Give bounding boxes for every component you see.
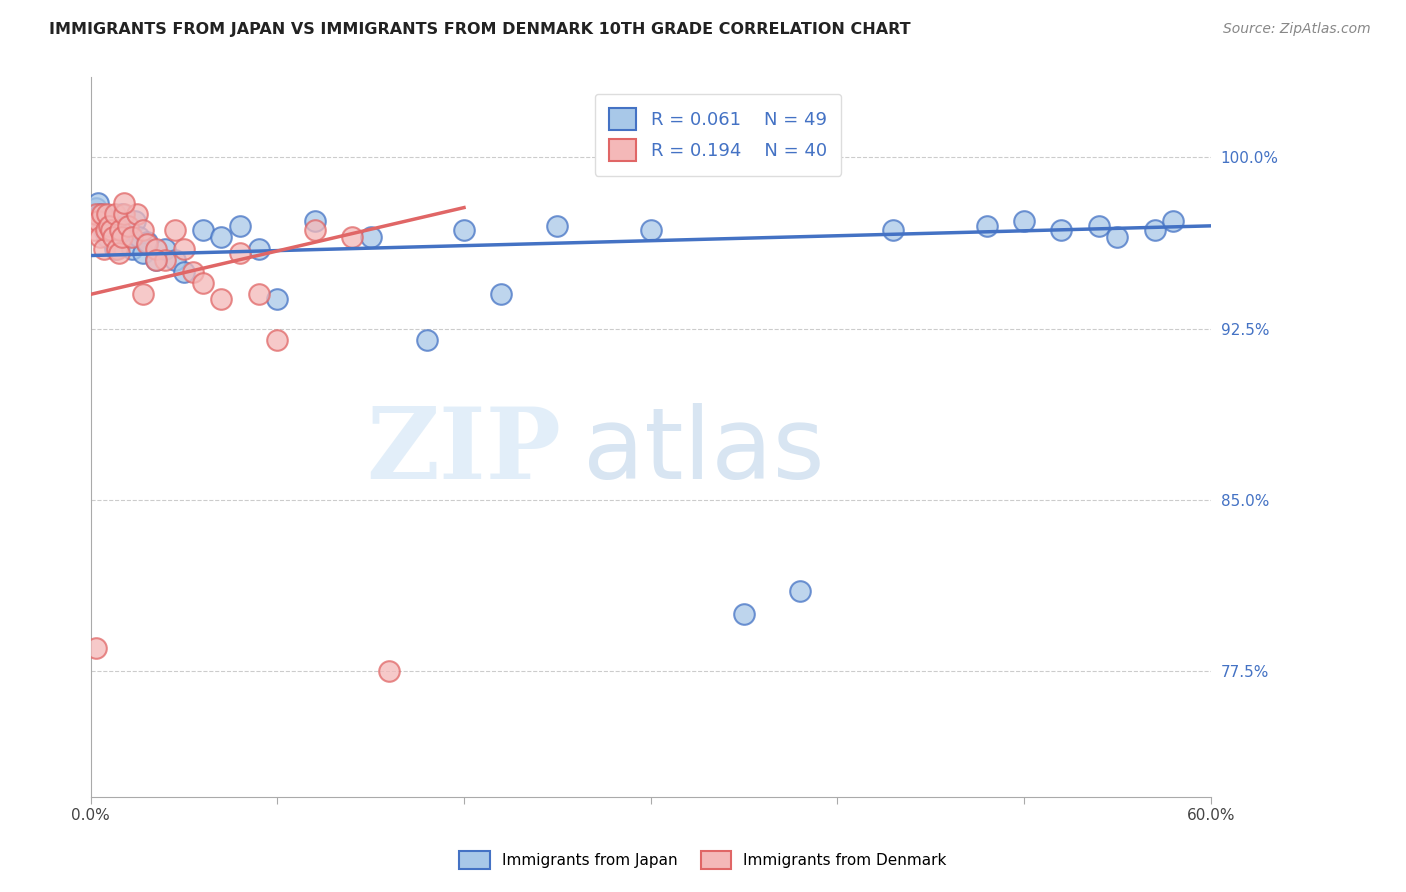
Point [135,237,157,252]
Point [191,276,214,290]
Point [83,223,105,237]
Point [121,230,143,244]
Point [360,230,382,244]
Point [173,242,195,256]
Point [111,207,134,221]
Point [93,242,115,256]
Point [82,214,104,228]
Point [247,287,270,301]
Point [1107,230,1129,244]
Point [101,230,124,244]
Point [117,219,139,233]
Point [87,196,110,211]
Point [100,223,122,237]
Point [104,242,127,256]
Point [89,207,111,221]
Point [84,201,107,215]
Point [415,333,437,347]
Point [124,214,146,228]
Point [247,242,270,256]
Legend: R = 0.061    N = 49, R = 0.194    N = 40: R = 0.061 N = 49, R = 0.194 N = 40 [595,94,841,176]
Text: Source: ZipAtlas.com: Source: ZipAtlas.com [1223,22,1371,37]
Point [112,196,135,211]
Point [110,223,132,237]
Point [105,219,128,233]
Point [145,242,167,256]
Point [127,207,149,221]
Point [882,223,904,237]
Point [304,223,326,237]
Point [117,230,139,244]
Point [94,219,117,233]
Point [90,214,112,228]
Point [96,207,118,221]
Point [93,223,115,237]
Point [181,264,204,278]
Point [209,230,232,244]
Point [163,223,186,237]
Point [789,584,811,599]
Point [121,242,143,256]
Point [107,226,129,240]
Point [96,230,118,244]
Point [266,292,288,306]
Point [132,223,155,237]
Point [266,333,288,347]
Point [1087,219,1109,233]
Point [209,292,232,306]
Point [89,230,111,244]
Point [105,242,128,256]
Point [145,253,167,268]
Point [378,664,401,678]
Point [135,235,157,249]
Point [229,246,252,260]
Point [1012,214,1035,228]
Point [1143,223,1166,237]
Point [98,219,121,233]
Point [101,230,124,244]
Point [87,214,110,228]
Text: ZIP: ZIP [366,403,561,500]
Point [546,219,568,233]
Point [155,242,177,256]
Point [83,207,105,221]
Point [100,223,122,237]
Point [1163,214,1185,228]
Point [1050,223,1073,237]
Point [112,207,135,221]
Point [132,246,155,260]
Point [111,230,134,244]
Point [304,214,326,228]
Point [94,223,117,237]
Point [84,641,107,656]
Point [191,223,214,237]
Text: IMMIGRANTS FROM JAPAN VS IMMIGRANTS FROM DENMARK 10TH GRADE CORRELATION CHART: IMMIGRANTS FROM JAPAN VS IMMIGRANTS FROM… [49,22,911,37]
Point [340,230,363,244]
Point [155,253,177,268]
Point [163,253,186,268]
Legend: Immigrants from Japan, Immigrants from Denmark: Immigrants from Japan, Immigrants from D… [453,845,953,875]
Point [229,219,252,233]
Point [132,287,155,301]
Point [84,207,107,221]
Point [104,207,127,221]
Point [98,214,121,228]
Point [145,253,167,268]
Point [173,264,195,278]
Point [976,219,998,233]
Point [640,223,662,237]
Point [733,607,755,621]
Point [453,223,475,237]
Text: atlas: atlas [583,403,825,500]
Point [110,237,132,252]
Point [491,287,513,301]
Point [107,246,129,260]
Point [90,207,112,221]
Point [112,219,135,233]
Point [128,230,150,244]
